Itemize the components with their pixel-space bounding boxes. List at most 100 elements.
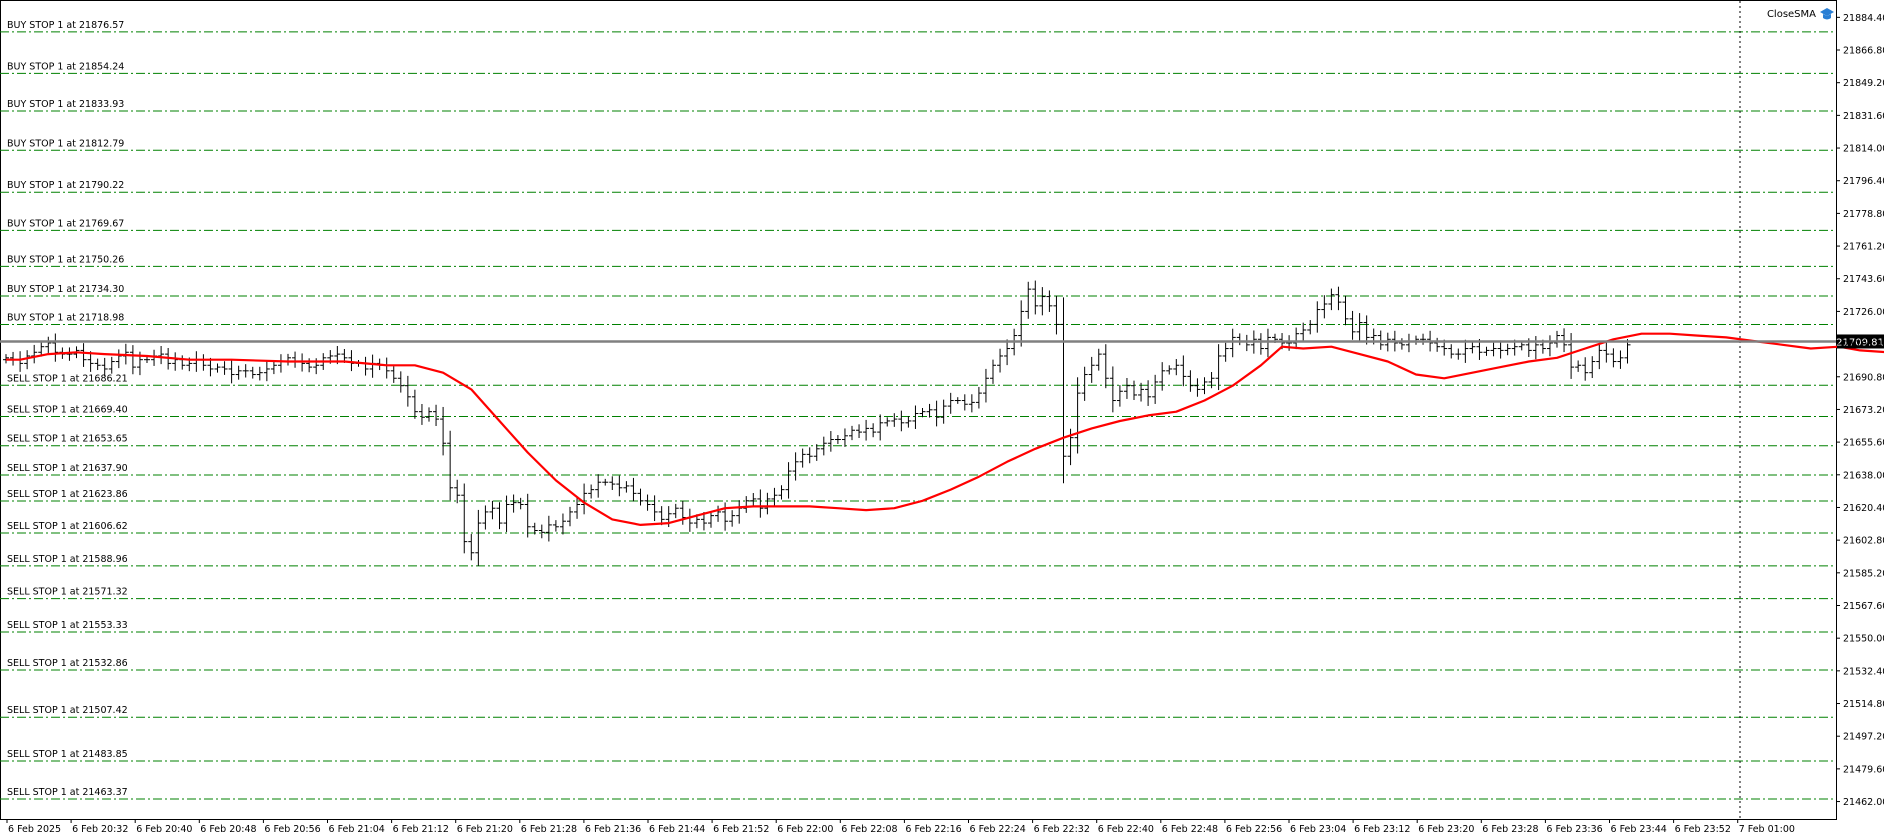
ohlc-bar bbox=[1131, 380, 1137, 400]
order-label: SELL STOP 1 at 21553.33 bbox=[7, 620, 128, 631]
ohlc-bar bbox=[1314, 301, 1321, 333]
ohlc-bar bbox=[510, 494, 517, 513]
order-label: SELL STOP 1 at 21532.86 bbox=[7, 658, 128, 669]
y-tick-label: 21514.80 bbox=[1843, 699, 1884, 710]
ohlc-bar bbox=[1483, 346, 1490, 356]
x-tick-label: 6 Feb 21:12 bbox=[393, 824, 449, 835]
x-tick-label: 6 Feb 22:00 bbox=[777, 824, 833, 835]
x-tick-label: 6 Feb 20:48 bbox=[200, 824, 256, 835]
ohlc-bar bbox=[750, 493, 757, 507]
ohlc-bar bbox=[849, 425, 855, 441]
ohlc-bar bbox=[982, 368, 989, 403]
ohlc-bar bbox=[1321, 295, 1328, 319]
ohlc-bar bbox=[214, 363, 221, 373]
ohlc-bar bbox=[461, 483, 468, 554]
order-label: SELL STOP 1 at 21686.21 bbox=[7, 373, 128, 384]
ohlc-bar bbox=[249, 366, 256, 379]
x-tick-label: 6 Feb 22:40 bbox=[1098, 824, 1154, 835]
ohlc-bar bbox=[1032, 280, 1039, 315]
ohlc-bar bbox=[912, 405, 919, 429]
order-label: SELL STOP 1 at 21571.32 bbox=[7, 587, 128, 598]
ohlc-bar bbox=[1546, 335, 1553, 357]
y-tick-label: 21550.00 bbox=[1843, 634, 1884, 645]
ohlc-bar bbox=[1617, 350, 1624, 369]
ohlc-bar bbox=[235, 365, 242, 380]
ohlc-bar bbox=[595, 474, 602, 498]
x-tick-label: 6 Feb 21:28 bbox=[521, 824, 577, 835]
ohlc-bar bbox=[841, 428, 848, 447]
ohlc-bar bbox=[524, 493, 531, 538]
ohlc-bar bbox=[1208, 372, 1215, 389]
ohlc-bar bbox=[1145, 380, 1152, 406]
ohlc-bar bbox=[228, 360, 235, 384]
graduation-cap-icon bbox=[1820, 8, 1834, 20]
ohlc-bar bbox=[644, 494, 651, 511]
order-label: BUY STOP 1 at 21718.98 bbox=[7, 312, 124, 323]
ohlc-bar bbox=[1363, 315, 1370, 345]
x-tick-label: 6 Feb 22:24 bbox=[970, 824, 1026, 835]
ohlc-bar bbox=[1194, 378, 1201, 397]
indicator-name: CloseSMA bbox=[1767, 9, 1816, 20]
x-tick-label: 6 Feb 20:56 bbox=[264, 824, 320, 835]
ohlc-bar bbox=[1074, 377, 1081, 454]
ohlc-bar bbox=[52, 333, 59, 362]
ohlc-bar bbox=[242, 364, 249, 378]
ohlc-bar bbox=[997, 348, 1004, 373]
ohlc-bar bbox=[1004, 339, 1011, 366]
ohlc-bar bbox=[418, 403, 425, 425]
ohlc-bar bbox=[454, 479, 461, 504]
ohlc-bar bbox=[1377, 330, 1384, 350]
ohlc-bar bbox=[708, 510, 714, 528]
order-label: BUY STOP 1 at 21812.79 bbox=[7, 138, 124, 149]
order-label: SELL STOP 1 at 21669.40 bbox=[7, 404, 128, 415]
ohlc-bar bbox=[743, 496, 750, 513]
y-tick-label: 21585.20 bbox=[1843, 568, 1884, 579]
ohlc-bar bbox=[898, 410, 905, 432]
ohlc-bar bbox=[637, 488, 644, 506]
ohlc-bar bbox=[700, 511, 707, 531]
ohlc-bar bbox=[623, 481, 630, 493]
x-tick-label: 6 Feb 23:52 bbox=[1675, 824, 1731, 835]
ohlc-bar bbox=[1434, 337, 1441, 352]
ohlc-bar bbox=[1293, 327, 1300, 350]
ohlc-bar bbox=[1257, 333, 1264, 355]
y-tick-label: 21814.00 bbox=[1843, 144, 1884, 155]
y-tick-label: 21761.20 bbox=[1843, 242, 1884, 253]
y-tick-label: 21497.20 bbox=[1843, 732, 1884, 743]
ohlc-bar bbox=[926, 403, 933, 418]
ohlc-bar bbox=[1102, 344, 1109, 389]
order-label: SELL STOP 1 at 21623.86 bbox=[7, 489, 128, 500]
ohlc-bar bbox=[1025, 281, 1032, 319]
ohlc-bar bbox=[482, 505, 489, 530]
y-tick-label: 21743.60 bbox=[1843, 274, 1884, 285]
y-tick-label: 21620.40 bbox=[1843, 503, 1884, 514]
y-tick-label: 21849.20 bbox=[1843, 78, 1884, 89]
ohlc-bar bbox=[870, 423, 877, 438]
ohlc-bar bbox=[207, 357, 214, 377]
ohlc-bar bbox=[764, 492, 771, 515]
price-axis: 21884.40 21866.80 21849.20 21831.60 21814.00… bbox=[1836, 13, 1884, 808]
order-label: BUY STOP 1 at 21833.93 bbox=[7, 99, 124, 110]
ohlc-bar bbox=[1018, 300, 1025, 347]
ohlc-bar bbox=[1582, 357, 1589, 381]
ohlc-bar bbox=[1469, 341, 1476, 354]
ohlc-bar bbox=[1053, 295, 1060, 335]
x-tick-label: 6 Feb 21:52 bbox=[713, 824, 769, 835]
order-label: BUY STOP 1 at 21750.26 bbox=[7, 254, 124, 265]
ohlc-bar bbox=[552, 520, 559, 532]
ohlc-bar bbox=[581, 483, 588, 515]
ohlc-bar bbox=[975, 386, 982, 409]
ohlc-bar bbox=[1575, 360, 1582, 372]
sma-layer bbox=[6, 332, 1884, 527]
ohlc-bar bbox=[863, 419, 870, 441]
ohlc-bar bbox=[1589, 356, 1596, 379]
ohlc-bar bbox=[503, 495, 510, 532]
x-tick-label: 6 Feb 23:28 bbox=[1482, 824, 1538, 835]
ohlc-bar bbox=[1187, 370, 1194, 392]
ohlc-bar bbox=[538, 524, 545, 539]
ohlc-bar bbox=[45, 336, 52, 353]
x-tick-label: 7 Feb 01:00 bbox=[1739, 824, 1795, 835]
ohlc-bar bbox=[1596, 342, 1603, 370]
ohlc-bar bbox=[1420, 333, 1427, 345]
